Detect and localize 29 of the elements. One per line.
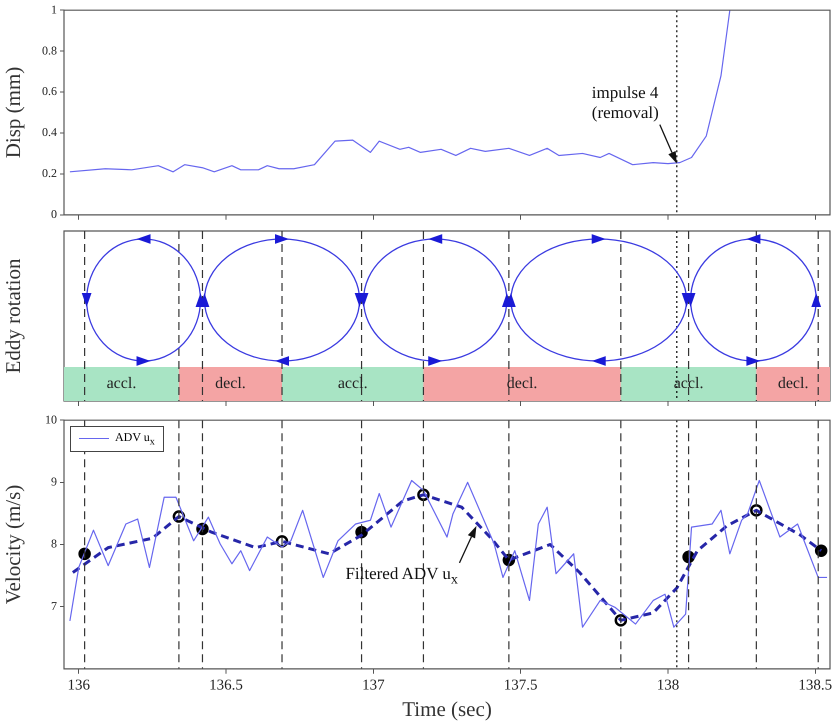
annotation: Filtered ADV u$_{x}$: [345, 564, 458, 588]
y-tick-label: 0: [51, 206, 57, 221]
y-tick-label: 8: [51, 536, 57, 551]
x-tick-label: 137: [362, 678, 386, 694]
x-tick-label: 138.5: [798, 678, 832, 694]
y-tick-label: 9: [51, 474, 57, 489]
x-tick-label: 136.5: [209, 678, 243, 694]
text: accl.: [106, 375, 138, 393]
x-tick-label: 138: [656, 678, 680, 694]
text: Eddy rotation: [1, 258, 26, 374]
y-tick-label: 1: [51, 2, 57, 16]
text: decl.: [214, 375, 247, 393]
legend-label: ADV u$_{x}$: [115, 430, 155, 448]
text: accl.: [336, 375, 369, 393]
x-tick-label: 136: [67, 678, 90, 694]
y-tick-label: 0.6: [42, 84, 57, 98]
y-tick-label: 0.4: [42, 125, 57, 140]
y-tick-label: 0.2: [42, 166, 57, 180]
x-axis-title: Time (sec): [402, 696, 492, 721]
y-tick-label: 10: [45, 412, 57, 426]
y-tick-label: 0.8: [42, 43, 57, 58]
y-axis-title: Velocity (m/s): [1, 484, 26, 604]
text: decl.: [506, 375, 538, 393]
x-tick-label: 137.5: [504, 678, 538, 694]
y-axis-title: Disp (mm): [1, 66, 26, 158]
annotation: impulse 4 (removal): [592, 82, 659, 124]
y-tick-label: 7: [51, 598, 57, 613]
text: accl.: [672, 375, 704, 393]
text: decl.: [776, 375, 810, 393]
